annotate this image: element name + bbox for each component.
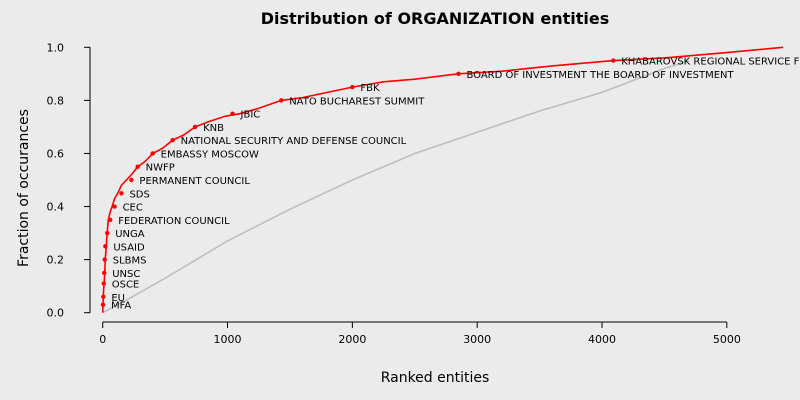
red-series-point <box>101 294 106 299</box>
y-tick-label: 1.0 <box>47 41 65 54</box>
point-label: USAID <box>113 242 145 253</box>
red-series-point <box>350 84 355 90</box>
point-label: KHABAROVSK REGIONAL SERVICE FO <box>621 57 800 68</box>
y-tick-label: 0.6 <box>47 147 65 160</box>
point-label: MFA <box>111 301 131 312</box>
x-axis-title: Ranked entities <box>381 370 490 386</box>
red-series-point <box>150 151 155 156</box>
axes-layer: 0 1000 2000 3000 4000 5000 0.0 0.2 0.4 0.6 0.8 1.0 <box>47 41 741 346</box>
red-series-point <box>108 217 113 223</box>
point-label: KNB <box>203 123 224 134</box>
x-tick-label: 2000 <box>338 333 366 346</box>
point-label: FBK <box>360 83 380 94</box>
point-label: CEC <box>123 203 143 214</box>
red-series-point <box>135 164 140 169</box>
red-series-point <box>100 302 106 307</box>
y-tick-label: 0.0 <box>47 307 65 320</box>
point-label: SDS <box>129 189 149 200</box>
y-tick-label: 0.4 <box>47 201 65 214</box>
point-label: NWFP <box>146 163 175 174</box>
red-series-point <box>170 137 175 143</box>
red-series-point <box>112 204 117 209</box>
y-tick-label: 0.2 <box>47 254 65 267</box>
x-tick-label: 5000 <box>713 333 741 346</box>
gray-series-line <box>102 59 690 314</box>
red-series-point <box>101 281 106 286</box>
red-series-point <box>230 111 235 116</box>
point-label: NATIONAL SECURITY AND DEFENSE COUNCIL <box>181 136 407 147</box>
red-series-point <box>102 257 107 262</box>
point-label: UNGA <box>115 229 145 240</box>
y-tick-label: 0.8 <box>47 94 65 107</box>
point-label: JBIC <box>240 110 261 121</box>
red-series-point <box>119 191 124 196</box>
x-tick-label: 3000 <box>463 333 491 346</box>
point-label: SLBMS <box>113 256 147 267</box>
series-layer <box>101 46 784 314</box>
point-label: EMBASSY MOSCOW <box>161 149 259 160</box>
x-tick-label: 4000 <box>588 333 616 346</box>
red-series-point <box>129 177 134 183</box>
red-series-point <box>103 244 108 249</box>
chart-title: Distribution of ORGANIZATION entities <box>261 9 610 28</box>
y-axis-title: Fraction of occurances <box>16 109 32 267</box>
point-label: FEDERATION COUNCIL <box>118 216 230 227</box>
red-series-point <box>611 58 616 63</box>
point-label: PERMANENT COUNCIL <box>139 176 250 187</box>
point-label: EU <box>111 293 125 304</box>
point-label: BOARD OF INVESTMENT THE BOARD OF INVESTM… <box>466 70 734 81</box>
red-series-line <box>101 46 784 313</box>
point-label: OSCE <box>112 280 140 291</box>
point-label: NATO BUCHAREST SUMMIT <box>289 96 425 107</box>
red-series-point <box>105 230 110 236</box>
x-tick-label: 1000 <box>214 333 242 346</box>
x-tick-label: 0 <box>99 333 106 346</box>
point-label: UNSC <box>112 269 140 280</box>
red-series-point <box>192 124 198 130</box>
red-series-point <box>456 71 461 77</box>
red-series-point <box>102 270 107 276</box>
red-series-point <box>279 98 284 103</box>
